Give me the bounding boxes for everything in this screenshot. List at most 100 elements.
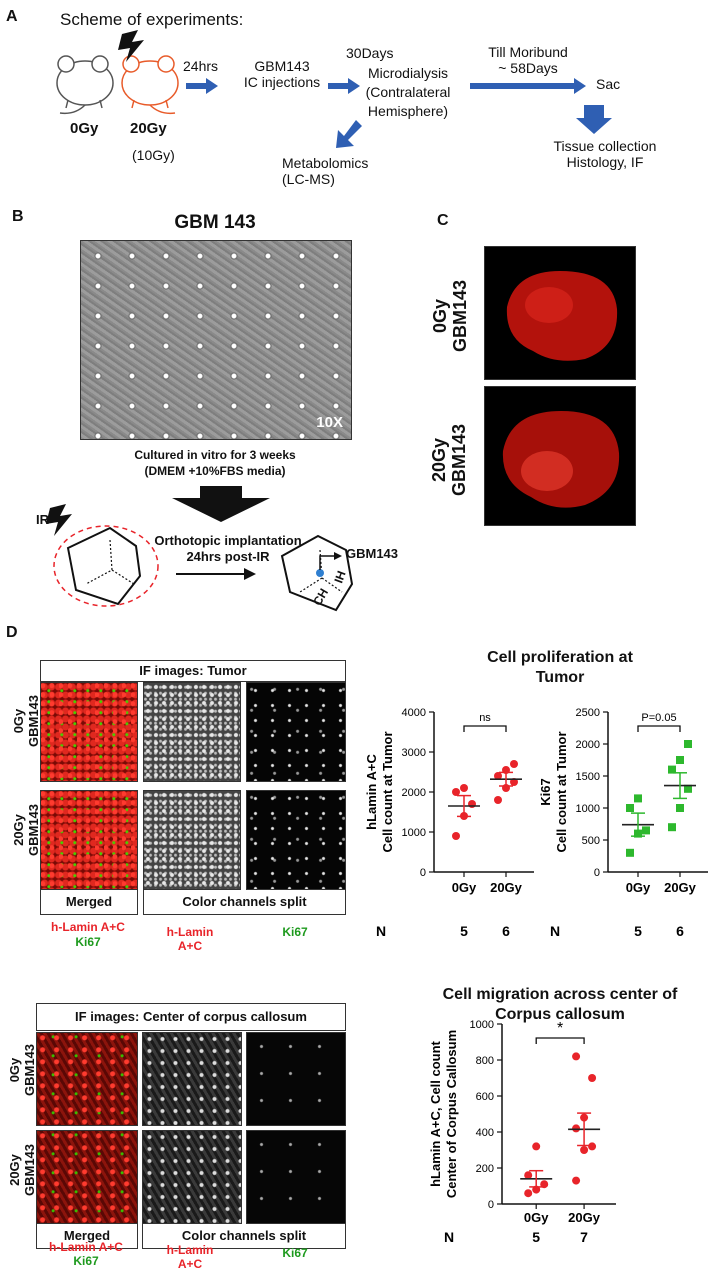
migr-title-line2: Corpus callosum	[495, 1006, 625, 1023]
y-tick-label: 3000	[402, 747, 426, 759]
n-label: N	[376, 923, 386, 939]
y-tick-label: 200	[476, 1163, 494, 1175]
cc-legend-lamin: h-Lamin A+C	[140, 1243, 240, 1271]
step-injection: GBM143 IC injections	[232, 58, 332, 90]
brain-section-0gy-svg	[506, 271, 618, 361]
y-tick-label: 0	[594, 867, 600, 879]
n-value: 5	[460, 923, 468, 939]
y-tick-label: 800	[476, 1055, 494, 1067]
tumor-20gy-lamin	[143, 790, 241, 890]
ir-label: IR	[36, 512, 49, 527]
step-metabolomics-line1: Metabolomics	[282, 155, 369, 171]
data-point	[634, 794, 642, 803]
data-point	[524, 1171, 533, 1180]
data-point	[452, 788, 460, 796]
migr-title: Cell migration across center of Corpus c…	[410, 985, 710, 1025]
row-label-0gy-c-line2: GBM143	[450, 279, 470, 353]
y-tick-label: 1500	[576, 771, 600, 783]
tumor-20gy-merged	[40, 790, 138, 890]
data-point	[510, 760, 518, 768]
step-metabolomics-line2: (LC-MS)	[282, 171, 335, 187]
dose-20gy: 20Gy	[130, 120, 167, 137]
panel-letter-c: C	[437, 212, 449, 229]
panel-b-graphics	[46, 486, 354, 612]
mouse-0gy-icon	[56, 55, 114, 115]
cc-legend-lamin-line1: h-Lamin	[166, 1243, 214, 1257]
data-point	[626, 848, 634, 857]
row-label-0gy-c-line1: 0Gy	[430, 298, 450, 334]
dose-10gy: (10Gy)	[132, 147, 175, 163]
ir-brain-outline	[53, 525, 159, 607]
x-tick-label: 0Gy	[452, 880, 477, 895]
tumor-legend-merged-lamin: h-Lamin A+C	[51, 920, 125, 934]
n-value: 6	[502, 923, 510, 939]
tumor-20gy-ki67	[246, 790, 346, 890]
step-moribund-line2: ~ 58Days	[498, 60, 558, 76]
y-tick-label: 400	[476, 1127, 494, 1139]
ortho-line2: 24hrs post-IR	[186, 549, 270, 564]
cc-0gy-lamin	[142, 1032, 242, 1126]
y-tick-label: 1000	[470, 1019, 494, 1031]
x-tick-label: 20Gy	[568, 1210, 601, 1225]
x-tick-label: 0Gy	[626, 880, 651, 895]
row-label-0gy-tumor: 0Gy GBM143	[11, 691, 41, 751]
data-point	[494, 796, 502, 804]
row-label-0gy-cc-line1: 0Gy	[7, 1057, 22, 1083]
data-point	[524, 1189, 533, 1198]
y-tick-label: 0	[420, 867, 426, 879]
brain-section-20gy-svg	[502, 411, 620, 508]
significance-label: ns	[479, 712, 491, 724]
data-point	[588, 1074, 597, 1082]
row-label-0gy-tumor-line2: GBM143	[26, 694, 41, 748]
prolif-title-line2: Tumor	[535, 669, 585, 686]
step-30days: 30Days	[346, 45, 394, 61]
ir-lightning-icon	[46, 504, 72, 536]
cc-20gy-lamin	[142, 1130, 242, 1224]
y-axis-label: Center of Corpus Callosum	[444, 1030, 459, 1198]
step-24hrs: 24hrs	[183, 58, 219, 74]
implant-site	[316, 569, 324, 577]
panel-letter-d: D	[6, 624, 18, 641]
y-tick-label: 2500	[576, 707, 600, 719]
step-injection-line2: IC injections	[243, 74, 321, 90]
gbm-implant-label: GBM143	[346, 546, 399, 561]
y-axis-label: Ki67	[538, 778, 553, 805]
significance-bracket	[637, 725, 681, 732]
step-tissue-line1: Tissue collection	[553, 138, 657, 154]
step-microdialysis-line1: Microdialysis	[367, 65, 449, 81]
tumor-if-header: IF images: Tumor	[40, 660, 346, 682]
cc-legend-merged-lamin: h-Lamin A+C	[49, 1240, 123, 1254]
tumor-0gy-lamin	[143, 682, 241, 782]
cc-if-header: IF images: Center of corpus callosum	[36, 1003, 346, 1031]
data-point	[684, 784, 692, 793]
tumor-merged-label: Merged	[40, 890, 138, 915]
significance-bracket	[463, 725, 507, 732]
data-point	[588, 1142, 597, 1151]
y-tick-label: 4000	[402, 707, 426, 719]
y-tick-label: 600	[476, 1091, 494, 1103]
data-point	[452, 832, 460, 840]
data-point	[572, 1176, 581, 1185]
data-point	[580, 1146, 589, 1154]
panel-letter-a: A	[6, 8, 18, 25]
x-tick-label: 20Gy	[490, 880, 523, 895]
tumor-legend-lamin-line1: h-Lamin	[166, 925, 214, 939]
y-axis-label: Cell count at Tumor	[380, 731, 395, 852]
tumor-legend-merged-ki67: Ki67	[75, 935, 101, 949]
significance-label: P=0.05	[641, 712, 676, 724]
data-point	[684, 740, 692, 748]
scheme-arrows	[186, 78, 612, 148]
n-value: 6	[676, 923, 684, 939]
ortho-line1: Orthotopic implantation	[154, 533, 302, 548]
step-tissue-line2: Histology, IF	[566, 154, 644, 170]
row-label-20gy-tumor: 20Gy GBM143	[11, 800, 41, 860]
migr-title-line1: Cell migration across center of	[442, 986, 678, 1003]
dose-0gy: 0Gy	[70, 120, 99, 137]
gbm143-phase-image: 10X	[80, 240, 352, 440]
y-tick-label: 1000	[402, 827, 426, 839]
brain-section-20gy	[484, 386, 636, 526]
tumor-legend-lamin: h-Lamin A+C	[140, 925, 240, 953]
ortho-text: Orthotopic implantation 24hrs post-IR	[148, 533, 308, 565]
prolif-title: Cell proliferation at Tumor	[440, 648, 680, 688]
row-label-0gy-cc: 0Gy GBM143	[7, 1040, 37, 1100]
